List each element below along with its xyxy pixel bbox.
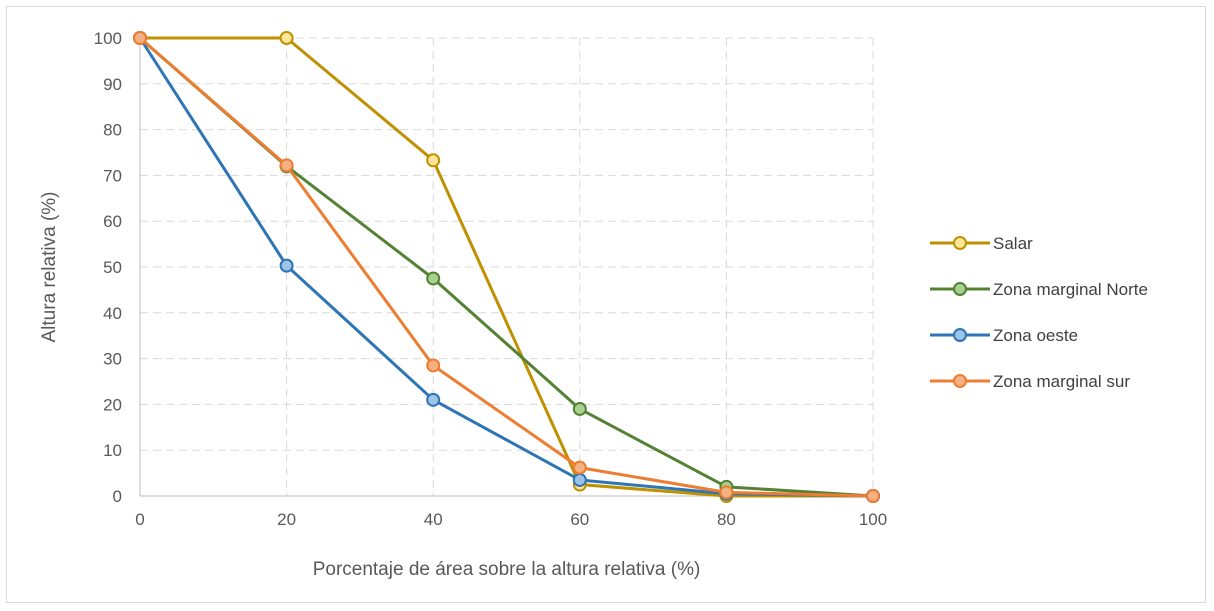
- legend-item: Zona marginal sur: [930, 372, 1130, 391]
- y-tick-label: 80: [103, 121, 122, 140]
- legend-marker: [953, 282, 967, 296]
- data-point: [279, 158, 294, 173]
- y-tick-label: 0: [113, 487, 122, 506]
- line-chart: 0 10 20 30 40 50 60 70 80 90 100 0 20 40 60 80 100 Porce…: [39, 29, 1148, 580]
- data-point: [572, 401, 587, 416]
- legend-label: Salar: [993, 234, 1033, 253]
- legend-label: Zona marginal sur: [993, 372, 1130, 391]
- y-tick-label: 40: [103, 304, 122, 323]
- legend-marker: [953, 236, 967, 250]
- x-tick-label: 80: [717, 510, 736, 529]
- legend: Salar Zona marginal Norte Zona oeste Zona m…: [930, 234, 1148, 391]
- x-tick-label: 0: [135, 510, 144, 529]
- legend-marker: [953, 328, 967, 342]
- chart-frame: 0 10 20 30 40 50 60 70 80 90 100 0 20 40 60 80 100 Porce…: [6, 6, 1206, 603]
- x-tick-label: 40: [424, 510, 443, 529]
- legend-item: Salar: [930, 234, 1033, 253]
- legend-label: Zona marginal Norte: [993, 280, 1148, 299]
- x-axis-title: Porcentaje de área sobre la altura relat…: [313, 559, 701, 580]
- grid: [140, 37, 874, 496]
- data-point: [572, 460, 587, 475]
- y-tick-label: 50: [103, 258, 122, 277]
- y-tick-label: 60: [103, 212, 122, 231]
- y-tick-label: 30: [103, 350, 122, 369]
- data-point: [426, 358, 441, 373]
- series-zona-marginal-sur: [133, 31, 880, 503]
- data-point: [426, 153, 441, 168]
- data-point: [133, 31, 147, 45]
- y-tick-label: 70: [103, 166, 122, 185]
- series-line: [140, 36, 873, 498]
- x-tick-label: 20: [277, 510, 296, 529]
- data-point: [279, 31, 294, 45]
- data-point: [426, 271, 441, 286]
- y-tick-label: 100: [94, 29, 122, 48]
- legend-label: Zona oeste: [993, 326, 1078, 345]
- series-line: [139, 36, 874, 498]
- x-tick-label: 60: [570, 510, 589, 529]
- legend-item: Zona marginal Norte: [930, 280, 1148, 299]
- legend-marker: [953, 374, 967, 388]
- data-point: [719, 485, 734, 500]
- data-point: [572, 472, 587, 487]
- x-tick-label: 100: [859, 510, 887, 529]
- legend-item: Zona oeste: [930, 326, 1078, 345]
- y-tick-label: 20: [103, 395, 122, 414]
- series-lines: [133, 31, 880, 503]
- data-point: [866, 489, 880, 503]
- y-axis-title: Altura relativa (%): [39, 192, 60, 343]
- y-tick-label: 10: [103, 441, 122, 460]
- data-point: [426, 392, 441, 407]
- tick-labels: 0 10 20 30 40 50 60 70 80 90 100 0 20 40 60 80 100: [94, 29, 888, 529]
- data-point: [279, 258, 294, 273]
- y-tick-label: 90: [103, 75, 122, 94]
